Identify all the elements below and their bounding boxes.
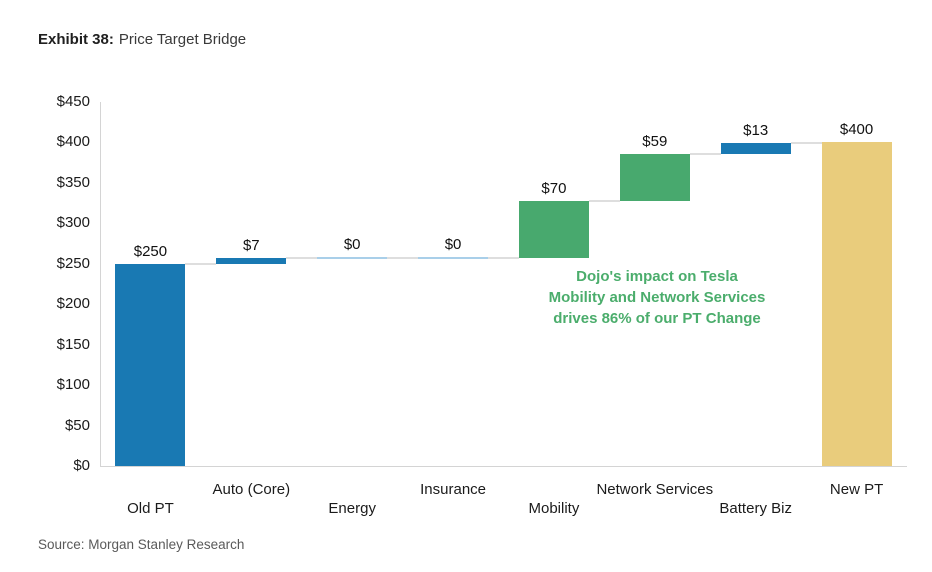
- bar-value-label-old-pt: $250: [133, 242, 168, 260]
- x-axis-category-label-mobility: Mobility: [528, 500, 580, 517]
- x-axis-category-label-insurance: Insurance: [420, 481, 486, 498]
- connector-line: [790, 142, 822, 145]
- y-axis-tick-label: $450: [56, 93, 90, 110]
- bar-value-label-mobility: $70: [541, 180, 567, 198]
- bar-value-label-network-services: $59: [642, 132, 668, 150]
- x-axis-category-label-energy: Energy: [328, 500, 376, 517]
- connector-line: [488, 257, 519, 260]
- x-axis-category-label-new-pt: New PT: [829, 481, 884, 498]
- connector-line: [689, 152, 721, 155]
- bar-insurance: [418, 257, 489, 260]
- y-axis-tick-label: $250: [56, 254, 90, 272]
- x-axis-category-label-network-services: Network Services: [596, 481, 714, 498]
- exhibit-number-label: Exhibit 38:: [38, 31, 114, 48]
- bar-battery-biz: [720, 143, 791, 154]
- annotation-line-2: Mobility and Network Services: [548, 289, 766, 306]
- connector-line: [387, 257, 419, 260]
- y-axis-tick-label: $100: [56, 376, 90, 394]
- annotation-line-1: Dojo's impact on Tesla: [576, 268, 738, 285]
- x-axis-category-label-battery-biz: Battery Biz: [719, 500, 792, 517]
- bar-new-pt: [821, 142, 892, 466]
- bar-value-label-insurance: $0: [444, 236, 462, 254]
- bar-mobility: [518, 201, 589, 259]
- bar-value-label-new-pt: $400: [839, 121, 874, 139]
- y-axis-tick-label: $50: [64, 416, 90, 434]
- y-axis-tick-label: $200: [56, 295, 90, 313]
- bar-auto-core: [216, 258, 287, 264]
- y-axis-tick-label: $0: [73, 457, 90, 474]
- x-axis-category-label-auto-core: Auto (Core): [212, 481, 291, 498]
- exhibit-name-label: Price Target Bridge: [118, 31, 247, 48]
- connector-line: [185, 262, 217, 265]
- bar-value-label-energy: $0: [343, 236, 361, 254]
- bar-value-label-battery-biz: $13: [743, 122, 769, 140]
- x-axis-category-label-old-pt: Old PT: [127, 500, 174, 517]
- y-axis-tick-label: $400: [56, 133, 90, 151]
- y-axis-line: [100, 102, 101, 466]
- annotation-line-3: drives 86% of our PT Change: [553, 310, 761, 327]
- exhibit-title: Exhibit 38: Price Target Bridge: [38, 31, 246, 48]
- y-axis-tick-label: $150: [56, 335, 90, 353]
- chart-annotation: Dojo's impact on Tesla Mobility and Netw…: [488, 266, 826, 329]
- bar-network-services: [619, 153, 690, 202]
- bar-value-label-auto-core: $7: [242, 237, 260, 255]
- connector-line: [286, 257, 318, 260]
- source-note: Source: Morgan Stanley Research: [38, 537, 245, 552]
- y-axis-tick-label: $350: [56, 173, 90, 191]
- connector-line: [588, 200, 620, 203]
- bar-old-pt: [115, 263, 186, 466]
- x-axis-line: [100, 466, 907, 467]
- bar-energy: [317, 257, 388, 260]
- y-axis-tick-label: $300: [56, 214, 90, 232]
